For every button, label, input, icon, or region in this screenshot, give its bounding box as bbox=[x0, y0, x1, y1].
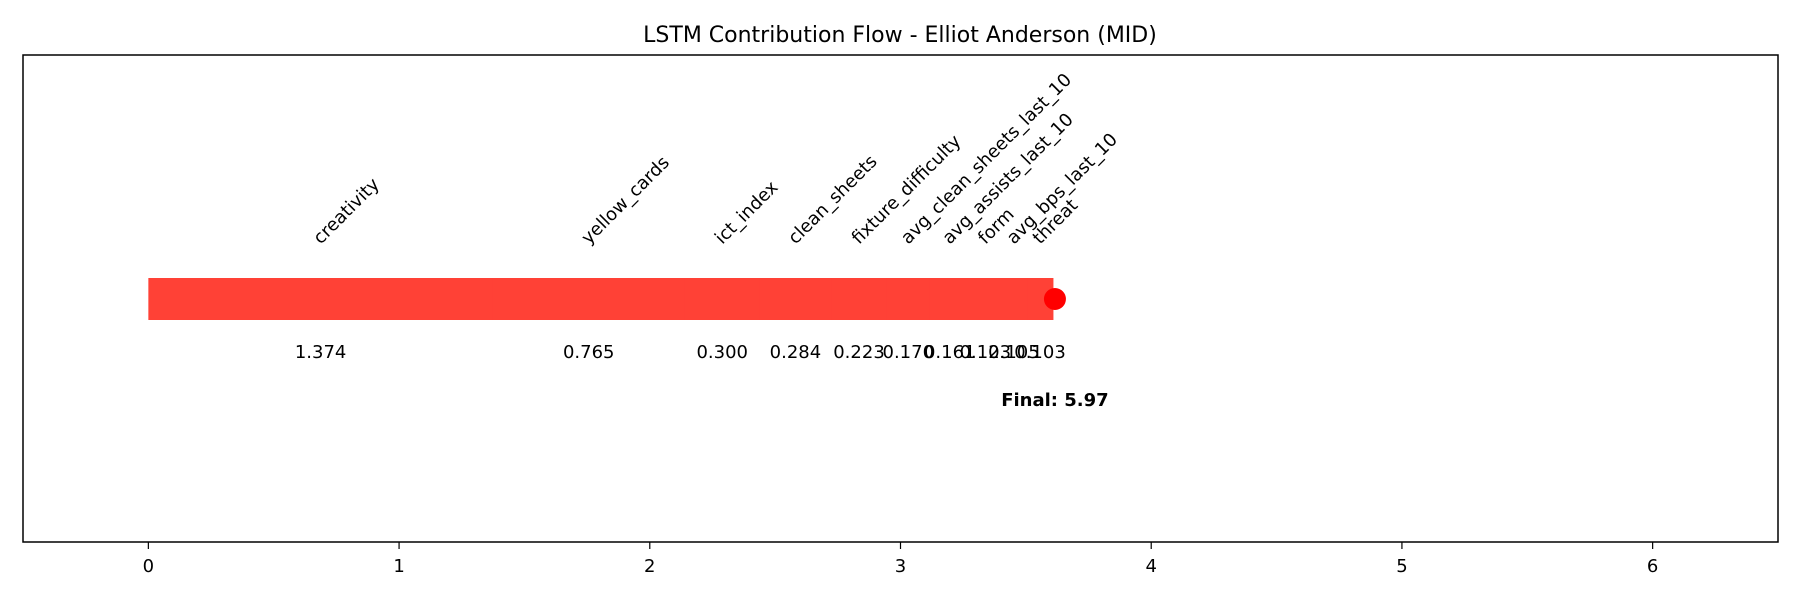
final-marker bbox=[1043, 288, 1066, 310]
value-label-form: 0.123 bbox=[960, 342, 1012, 363]
contribution-bar-avg_assists_last_10 bbox=[929, 278, 971, 320]
feature-label-avg_bps_last_10: avg_bps_last_10 bbox=[1003, 129, 1122, 248]
feature-labels: creativity yellow_cards ict_index clean_she… bbox=[309, 69, 1122, 248]
value-label-creativity: 1.374 bbox=[295, 342, 347, 363]
value-label-ict_index: 0.300 bbox=[696, 342, 748, 363]
x-tick-label-4: 4 bbox=[1145, 556, 1156, 577]
feature-label-ict_index: ict_index bbox=[711, 177, 783, 249]
contribution-bar-avg_bps_last_10 bbox=[1000, 278, 1028, 320]
value-label-yellow_cards: 0.765 bbox=[563, 342, 615, 363]
contribution-bar-clean_sheets bbox=[759, 278, 832, 320]
contribution-bar-yellow_cards bbox=[492, 278, 686, 320]
value-label-avg_clean_sheets_last_10: 0.170 bbox=[883, 342, 935, 363]
contribution-bar-fixture_difficulty bbox=[831, 278, 888, 320]
feature-label-yellow_cards: yellow_cards bbox=[577, 152, 673, 248]
feature-label-creativity: creativity bbox=[309, 174, 384, 249]
value-label-clean_sheets: 0.284 bbox=[770, 342, 822, 363]
x-tick-label-6: 6 bbox=[1647, 556, 1658, 577]
x-tick-label-1: 1 bbox=[393, 556, 404, 577]
value-label-avg_assists_last_10: 0.161 bbox=[924, 342, 976, 363]
final-label: Final: 5.97 bbox=[1001, 390, 1108, 411]
contribution-bar-creativity bbox=[148, 278, 494, 320]
value-label-avg_bps_last_10: 0.105 bbox=[988, 342, 1040, 363]
contribution-bars bbox=[148, 278, 1054, 320]
x-tick-label-3: 3 bbox=[895, 556, 906, 577]
x-tick-label-0: 0 bbox=[143, 556, 154, 577]
x-axis-ticks: 0 1 2 3 4 5 6 bbox=[143, 542, 1658, 577]
x-tick-label-2: 2 bbox=[644, 556, 655, 577]
contribution-bar-avg_clean_sheets_last_10 bbox=[886, 278, 931, 320]
value-label-threat: 0.103 bbox=[1014, 342, 1066, 363]
x-tick-label-5: 5 bbox=[1396, 556, 1407, 577]
value-labels: 1.374 0.765 0.300 0.284 0.2230.1700.1610.123… bbox=[295, 342, 1066, 363]
contribution-bar-form bbox=[969, 278, 1002, 320]
chart-title: LSTM Contribution Flow - Elliot Anderson… bbox=[643, 23, 1157, 48]
contribution-bar-ict_index bbox=[684, 278, 761, 320]
value-label-fixture_difficulty: 0.223 bbox=[833, 342, 885, 363]
